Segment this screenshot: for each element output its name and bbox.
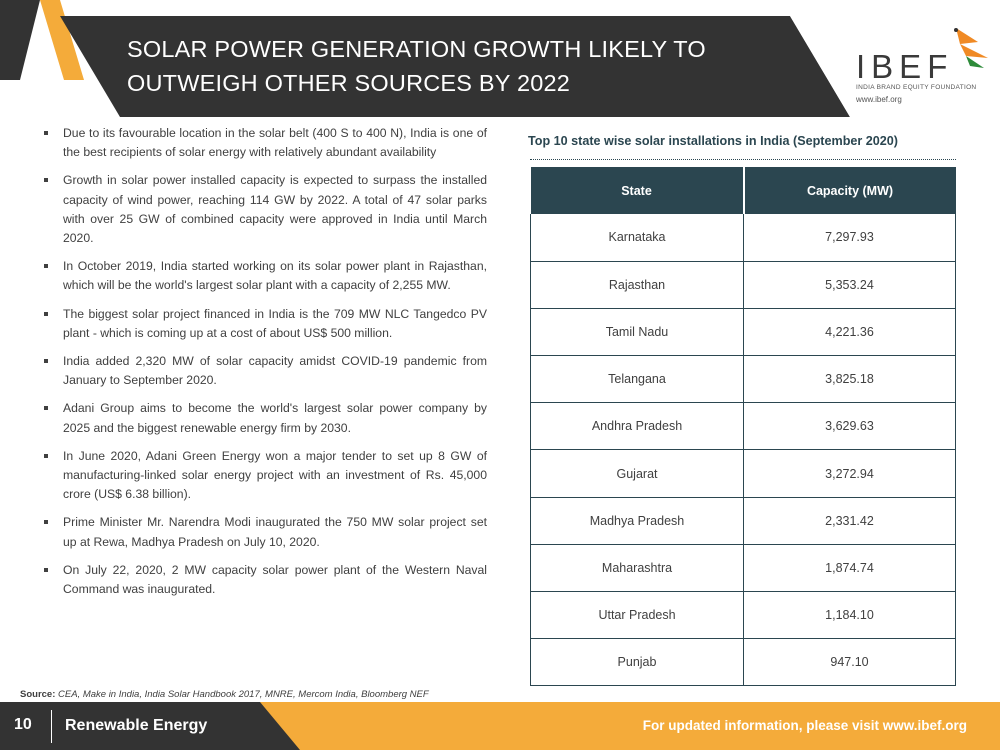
logo-wordmark: IBEF (856, 48, 954, 85)
table-row: Tamil Nadu 4,221.36 (530, 308, 956, 357)
bullet-item: India added 2,320 MW of solar capacity a… (42, 352, 487, 390)
bullet-item: Adani Group aims to become the world's l… (42, 399, 487, 437)
logo-subtitle: INDIA BRAND EQUITY FOUNDATION (856, 84, 977, 91)
state-cell: Andhra Pradesh (530, 402, 744, 451)
state-cell: Gujarat (530, 449, 744, 498)
table-row: Telangana 3,825.18 (530, 355, 956, 404)
capacity-cell: 3,629.63 (743, 402, 956, 451)
capacity-cell: 947.10 (743, 638, 956, 687)
state-cell: Telangana (530, 355, 744, 404)
page-title: SOLAR POWER GENERATION GROWTH LIKELY TO … (127, 32, 807, 100)
table-row: Madhya Pradesh 2,331.42 (530, 497, 956, 545)
bullet-item: In October 2019, India started working o… (42, 257, 487, 295)
bullet-item: In June 2020, Adani Green Energy won a m… (42, 447, 487, 505)
footer-divider (51, 710, 52, 743)
capacity-cell: 2,331.42 (743, 497, 956, 545)
header-left-orange-stripe (40, 0, 84, 80)
bullet-item: Due to its favourable location in the so… (42, 124, 487, 162)
state-cell: Madhya Pradesh (530, 497, 744, 545)
bullet-item: The biggest solar project financed in In… (42, 305, 487, 343)
section-name: Renewable Energy (65, 717, 208, 734)
table-title-divider (530, 159, 956, 160)
bullet-list: Due to its favourable location in the so… (42, 124, 487, 608)
state-cell: Punjab (530, 638, 744, 687)
state-cell: Karnataka (530, 214, 744, 262)
column-header-state: State (530, 167, 745, 214)
bird-logo-icon (954, 28, 988, 68)
capacity-cell: 1,874.74 (743, 544, 956, 593)
footer-bar (0, 702, 1000, 750)
table-row: Karnataka 7,297.93 (530, 214, 956, 262)
ibef-logo[interactable]: IBEF INDIA BRAND EQUITY FOUNDATION www.i… (850, 22, 990, 110)
capacity-cell: 3,825.18 (743, 355, 956, 404)
page-title-line-1: SOLAR POWER GENERATION GROWTH LIKELY TO (127, 36, 706, 62)
source-label: Source: (20, 689, 56, 700)
capacity-cell: 5,353.24 (743, 261, 956, 309)
page-number: 10 (14, 716, 32, 733)
table-row: Rajasthan 5,353.24 (530, 261, 956, 309)
table-row: Andhra Pradesh 3,629.63 (530, 402, 956, 451)
capacity-cell: 3,272.94 (743, 449, 956, 498)
table-header-row: State Capacity (MW) (530, 167, 956, 214)
state-cell: Tamil Nadu (530, 308, 744, 357)
capacity-cell: 1,184.10 (743, 591, 956, 640)
table-row: Gujarat 3,272.94 (530, 449, 956, 498)
page-title-line-2: OUTWEIGH OTHER SOURCES BY 2022 (127, 70, 571, 96)
header-white-corner (790, 16, 1000, 117)
capacity-cell: 4,221.36 (743, 308, 956, 357)
capacity-cell: 7,297.93 (743, 214, 956, 262)
bullet-item: On July 22, 2020, 2 MW capacity solar po… (42, 561, 487, 599)
footer-dark-band (0, 702, 300, 750)
state-cell: Maharashtra (530, 544, 744, 593)
state-cell: Uttar Pradesh (530, 591, 744, 640)
header-dark-band (60, 16, 850, 117)
logo-url: www.ibef.org (856, 95, 902, 104)
table-row: Uttar Pradesh 1,184.10 (530, 591, 956, 640)
table-title: Top 10 state wise solar installations in… (528, 134, 898, 148)
source-note: Source: CEA, Make in India, India Solar … (20, 689, 429, 700)
column-header-capacity: Capacity (MW) (743, 167, 956, 214)
table-row: Maharashtra 1,874.74 (530, 544, 956, 593)
bullet-item: Growth in solar power installed capacity… (42, 171, 487, 248)
source-text: CEA, Make in India, India Solar Handbook… (58, 689, 429, 700)
bullet-item: Prime Minister Mr. Narendra Modi inaugur… (42, 513, 487, 551)
solar-installations-table: State Capacity (MW) Karnataka 7,297.93 R… (530, 167, 956, 687)
state-cell: Rajasthan (530, 261, 744, 309)
header-left-dark-triangle (0, 0, 40, 80)
table-row: Punjab 947.10 (530, 638, 956, 687)
header-banner (0, 0, 1000, 117)
footer-website-link[interactable]: For updated information, please visit ww… (642, 718, 967, 733)
